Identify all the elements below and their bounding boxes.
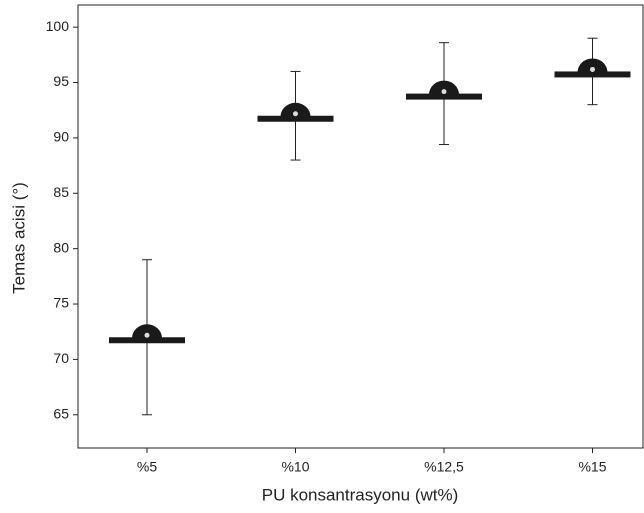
droplet-highlight	[293, 111, 298, 117]
y-tick-label: 80	[53, 239, 69, 255]
y-tick-label: 65	[53, 405, 69, 421]
y-tick-label: 70	[53, 350, 69, 366]
droplet-highlight	[590, 66, 595, 72]
x-tick-label: %12,5	[424, 459, 464, 475]
droplet-highlight	[441, 89, 447, 95]
droplet	[132, 324, 162, 339]
droplet	[577, 58, 608, 73]
droplet-highlight	[144, 332, 150, 338]
x-tick-label: %15	[578, 459, 606, 475]
substrate	[406, 93, 482, 100]
plot-frame	[77, 4, 644, 449]
droplet	[429, 80, 459, 95]
substrate	[554, 71, 631, 78]
substrate	[257, 115, 334, 122]
y-tick-label: 85	[53, 184, 69, 200]
droplet	[280, 102, 311, 117]
y-tick-label: 100	[46, 18, 70, 34]
y-tick-label: 95	[53, 73, 69, 89]
y-tick-label: 75	[53, 295, 69, 311]
y-axis-title: Temas acisi (°)	[9, 182, 28, 294]
x-tick-label: %10	[281, 459, 309, 475]
y-tick-label: 90	[53, 129, 69, 145]
x-tick-label: %5	[137, 459, 157, 475]
substrate	[109, 337, 185, 344]
x-axis-title: PU konsantrasyonu (wt%)	[262, 485, 459, 504]
